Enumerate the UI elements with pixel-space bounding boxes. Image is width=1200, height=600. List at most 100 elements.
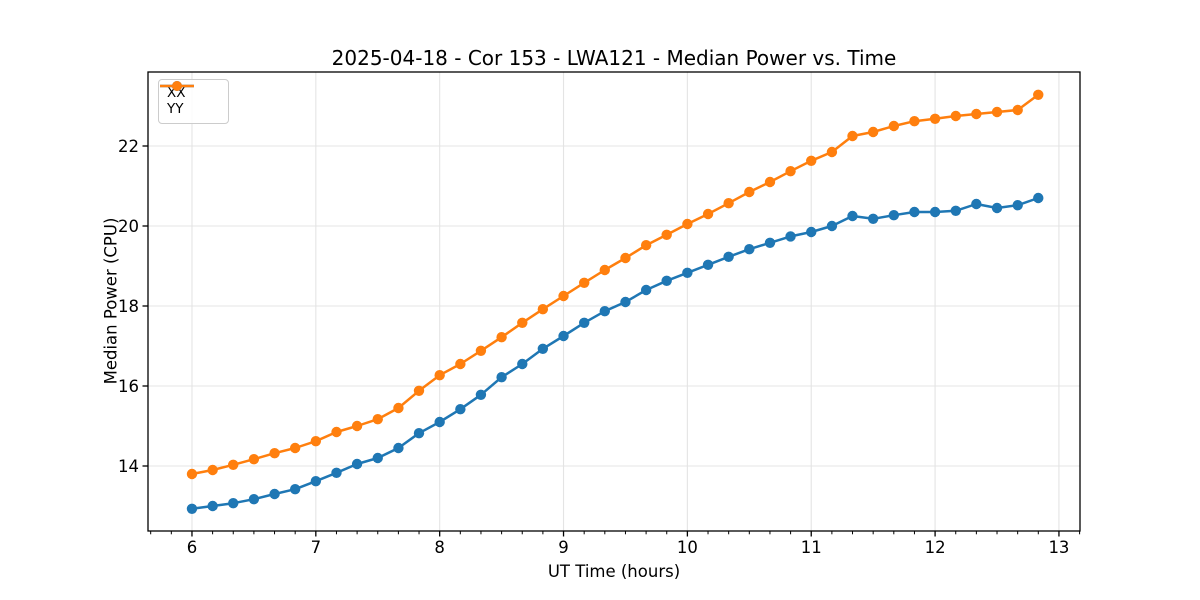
data-point-marker: [764, 237, 776, 248]
data-point-marker: [372, 452, 383, 464]
y-axis-label: Median Power (CPU): [101, 217, 121, 385]
data-point-marker: [393, 442, 404, 454]
data-point-marker: [455, 358, 466, 370]
data-point-marker: [909, 116, 920, 127]
data-point-marker: [351, 458, 363, 470]
data-point-marker: [744, 186, 755, 198]
chart-title: 2025-04-18 - Cor 153 - LWA121 - Median P…: [331, 46, 897, 70]
x-axis-label: UT Time (hours): [547, 562, 681, 581]
data-point-marker: [723, 198, 734, 209]
x-tick-label: 11: [801, 538, 822, 557]
data-point-marker: [723, 251, 734, 262]
legend-line-marker-icon: [160, 81, 194, 91]
data-point-marker: [806, 226, 817, 238]
data-point-marker: [537, 304, 549, 315]
data-point-marker: [558, 330, 569, 342]
data-point-marker: [475, 345, 487, 356]
data-point-marker: [393, 402, 404, 414]
data-point-marker: [331, 467, 342, 478]
data-point-marker: [599, 264, 610, 276]
data-point-marker: [640, 284, 652, 296]
data-point-marker: [517, 358, 528, 370]
data-point-marker: [248, 494, 260, 505]
data-point-marker: [702, 208, 714, 220]
data-point-marker: [1033, 89, 1044, 101]
data-point-marker: [785, 231, 796, 242]
y-tick-label: 14: [118, 457, 139, 476]
data-point-marker: [496, 332, 507, 343]
legend-label-XX: XX: [167, 84, 186, 101]
legend-entry-YY: YY: [160, 81, 220, 118]
data-point-marker: [289, 484, 301, 495]
data-point-marker: [929, 113, 941, 125]
data-point-marker: [991, 202, 1003, 214]
x-tick-label: 12: [925, 538, 946, 557]
data-point-marker: [620, 296, 631, 308]
data-point-marker: [248, 454, 260, 465]
x-tick-label: 8: [434, 538, 445, 557]
data-point-marker: [413, 385, 425, 396]
data-point-marker: [661, 229, 672, 240]
data-point-marker: [579, 277, 590, 288]
data-point-marker: [826, 146, 838, 158]
data-point-marker: [785, 166, 796, 177]
data-point-marker: [207, 464, 218, 476]
data-point-marker: [682, 267, 693, 278]
data-point-marker: [558, 290, 569, 302]
data-point-marker: [207, 500, 218, 512]
x-tick-label: 9: [558, 538, 569, 557]
data-point-marker: [744, 244, 755, 255]
data-point-marker: [971, 108, 982, 120]
data-point-marker: [434, 370, 445, 381]
y-tick-label: 16: [118, 377, 139, 396]
data-point-marker: [455, 404, 466, 415]
data-point-marker: [1033, 192, 1044, 204]
data-point-marker: [434, 416, 445, 428]
data-point-marker: [310, 476, 322, 487]
y-tick-label: 18: [118, 297, 139, 316]
data-point-marker: [186, 503, 198, 514]
x-tick-label: 10: [677, 538, 698, 557]
legend: XX YY: [158, 79, 229, 124]
data-point-marker: [950, 110, 961, 122]
axes-spines: [147, 71, 1081, 532]
series-line-YY: [191, 93, 1040, 476]
data-point-marker: [372, 414, 383, 425]
data-point-marker: [888, 210, 900, 221]
data-point-marker: [620, 252, 631, 264]
y-tick-label: 22: [118, 137, 139, 156]
series-line-XX: [191, 196, 1039, 511]
data-point-marker: [517, 317, 528, 328]
series-XX: [186, 192, 1044, 514]
data-point-marker: [640, 240, 652, 251]
data-point-marker: [228, 459, 239, 470]
data-point-marker: [289, 442, 301, 454]
data-point-marker: [228, 498, 239, 509]
data-point-marker: [702, 259, 714, 270]
data-point-marker: [764, 176, 776, 188]
data-point-marker: [599, 306, 610, 317]
y-tick-label: 20: [118, 217, 139, 236]
data-point-marker: [579, 317, 590, 328]
data-point-marker: [496, 372, 507, 383]
data-point-marker: [1012, 104, 1023, 116]
data-point-marker: [351, 420, 363, 432]
data-point-marker: [950, 205, 961, 216]
data-point-marker: [847, 210, 858, 222]
data-point-marker: [991, 106, 1003, 118]
series-YY: [186, 89, 1044, 480]
data-point-marker: [867, 213, 879, 224]
data-point-marker: [331, 426, 342, 438]
data-point-marker: [867, 126, 879, 138]
data-point-marker: [971, 198, 982, 210]
data-point-marker: [929, 206, 941, 218]
data-point-marker: [413, 428, 425, 439]
x-tick-label: 7: [311, 538, 322, 557]
data-point-marker: [310, 436, 322, 447]
data-point-marker: [888, 120, 900, 132]
data-point-marker: [847, 130, 858, 142]
legend-label-YY: YY: [167, 101, 184, 117]
data-point-marker: [1012, 200, 1023, 211]
